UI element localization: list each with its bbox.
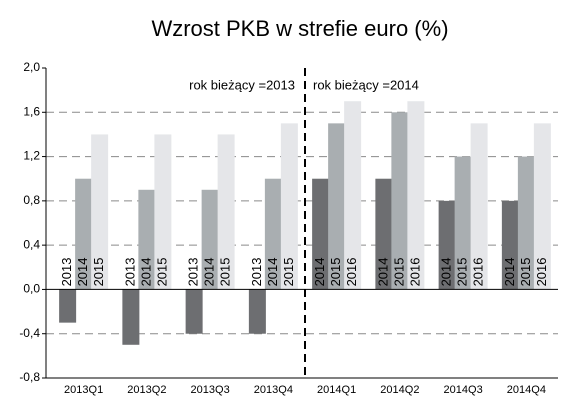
bar-label: 2016: [344, 258, 359, 287]
bar-label: 2013: [249, 258, 264, 287]
x-tick-label: 2013Q2: [127, 384, 166, 396]
bar-label: 2014: [265, 258, 280, 287]
bar-label: 2015: [281, 258, 296, 287]
x-tick-label: 2014Q1: [317, 384, 356, 396]
bar: [454, 156, 472, 290]
bar-label: 2013: [186, 258, 201, 287]
bar-label: 2013: [122, 258, 137, 287]
bar: [217, 134, 235, 290]
bar-label: 2014: [138, 258, 153, 287]
bar-label: 2015: [518, 258, 533, 287]
y-tick-label: -0,4: [19, 326, 40, 340]
x-tick-label: 2014Q4: [507, 384, 546, 396]
y-tick-label: 1,2: [23, 149, 40, 163]
bar-label: 2014: [439, 258, 454, 287]
bar: [312, 178, 330, 290]
bar: [264, 178, 282, 290]
annotation: rok bieżący =2014: [313, 77, 419, 92]
bar: [280, 123, 298, 290]
bar-label: 2014: [312, 258, 327, 287]
bar-label: 2015: [455, 258, 470, 287]
bar-label: 2016: [407, 258, 422, 287]
y-tick-label: 0,8: [23, 193, 40, 207]
bar: [75, 178, 93, 290]
bar-label: 2015: [328, 258, 343, 287]
bar: [138, 189, 156, 290]
y-tick-label: -0,8: [19, 370, 40, 384]
bar: [438, 200, 456, 290]
bar: [344, 101, 362, 290]
bar: [407, 101, 425, 290]
bar-label: 2014: [375, 258, 390, 287]
bar: [59, 289, 77, 323]
bar: [470, 123, 488, 290]
bar: [201, 189, 219, 290]
bar-label: 2015: [218, 258, 233, 287]
bar: [154, 134, 172, 290]
x-tick-label: 2014Q3: [444, 384, 483, 396]
bar-label: 2015: [154, 258, 169, 287]
bar: [375, 178, 393, 290]
bar-label: 2014: [75, 258, 90, 287]
bar-label: 2016: [534, 258, 549, 287]
y-tick-label: 0,0: [23, 282, 40, 296]
annotation: rok bieżący =2013: [189, 77, 295, 92]
bar: [185, 289, 203, 334]
bar-label: 2015: [91, 258, 106, 287]
y-tick-label: 2,0: [23, 60, 40, 74]
bar: [517, 156, 535, 290]
bar-label: 2016: [471, 258, 486, 287]
bar: [501, 200, 519, 290]
bar: [328, 123, 346, 290]
bar-label: 2013: [59, 258, 74, 287]
bar-label: 2014: [502, 258, 517, 287]
chart-title: Wzrost PKB w strefie euro (%): [151, 16, 448, 41]
bar: [391, 112, 409, 290]
x-tick-label: 2013Q1: [64, 384, 103, 396]
x-tick-label: 2013Q3: [191, 384, 230, 396]
bar: [122, 289, 140, 345]
bar: [533, 123, 551, 290]
x-tick-label: 2014Q2: [380, 384, 419, 396]
x-tick-label: 2013Q4: [254, 384, 293, 396]
y-tick-label: 0,4: [23, 237, 40, 251]
bar: [248, 289, 266, 334]
y-tick-label: 1,6: [23, 104, 40, 118]
bar-label: 2015: [391, 258, 406, 287]
bar-label: 2014: [202, 258, 217, 287]
bar: [91, 134, 109, 290]
